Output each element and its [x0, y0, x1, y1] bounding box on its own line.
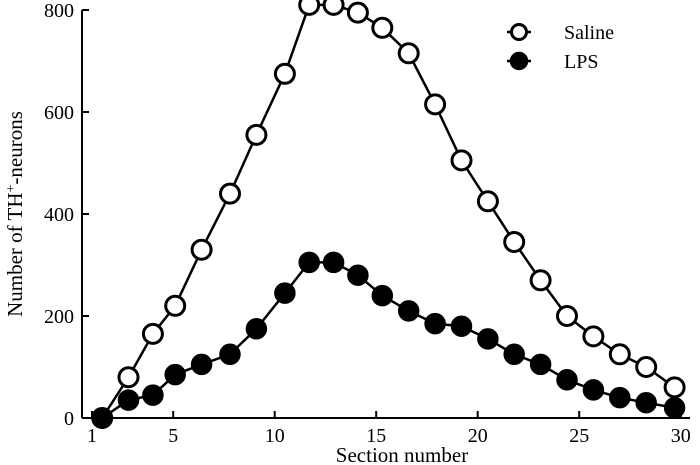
point-lps-15	[477, 328, 499, 350]
x-tick-label-0: 1	[87, 425, 97, 447]
point-saline-16	[503, 231, 526, 253]
y-tick-label-0: 0	[64, 408, 74, 430]
point-lps-4	[190, 353, 213, 376]
legend-saline-label: Saline	[564, 22, 614, 44]
point-saline-6	[245, 123, 268, 146]
y-tick-label-3: 600	[44, 102, 74, 124]
x-axis-title: Section number	[336, 443, 468, 465]
y-axis-title-tail: -neurons	[3, 111, 27, 184]
point-saline-11	[371, 16, 394, 39]
point-lps-2	[142, 384, 164, 406]
point-lps-17	[529, 353, 552, 376]
legend-saline-marker	[510, 23, 528, 41]
point-lps-20	[609, 386, 631, 409]
x-tick-label-5: 25	[569, 425, 589, 447]
point-saline-7	[273, 62, 296, 85]
point-saline-9	[322, 0, 345, 16]
point-lps-19	[582, 379, 605, 401]
point-lps-8	[298, 251, 320, 274]
point-lps-5	[219, 343, 241, 366]
point-lps-10	[347, 264, 369, 286]
legend-lps-label: LPS	[564, 51, 598, 73]
point-lps-16	[503, 343, 525, 366]
point-lps-13	[424, 312, 446, 335]
point-saline-10	[346, 1, 369, 24]
point-lps-18	[556, 369, 578, 391]
point-saline-1	[117, 366, 140, 389]
y-tick-label-4: 800	[44, 0, 74, 22]
x-tick-label-3: 15	[366, 425, 386, 447]
x-tick-label-1: 5	[168, 425, 178, 447]
point-saline-3	[164, 294, 187, 317]
legend-item-lps: LPS	[507, 51, 598, 73]
point-lps-11	[371, 284, 394, 307]
y-axis-title: Number of TH+-neurons	[3, 111, 27, 317]
point-saline-18	[556, 305, 578, 327]
point-lps-1	[117, 389, 140, 411]
point-saline-20	[608, 343, 631, 366]
point-saline-21	[635, 356, 658, 378]
point-saline-13	[424, 93, 447, 116]
legend-item-saline: Saline	[507, 22, 614, 44]
y-axis-title-main: Number of TH	[3, 192, 27, 316]
point-lps-9	[322, 251, 345, 274]
x-tick-label-2: 10	[265, 425, 285, 447]
legend: Saline LPS	[507, 22, 614, 73]
point-lps-22	[663, 397, 686, 419]
y-tick-label-1: 200	[44, 306, 74, 328]
point-lps-6	[245, 318, 268, 340]
axes-group	[81, 10, 690, 419]
point-saline-22	[663, 376, 686, 399]
series-group	[91, 0, 686, 429]
point-lps-0	[91, 407, 113, 429]
point-lps-7	[274, 282, 296, 304]
y-tick-label-2: 400	[44, 204, 74, 226]
point-saline-8	[298, 0, 321, 16]
point-saline-12	[397, 42, 420, 65]
x-tick-label-4: 20	[468, 425, 488, 447]
point-saline-4	[190, 238, 213, 261]
legend-lps-marker	[509, 51, 529, 71]
point-saline-5	[219, 182, 241, 205]
point-saline-19	[582, 325, 605, 348]
y-axis-title-superscript: +	[4, 184, 19, 192]
x-tick-label-6: 30	[671, 425, 691, 447]
point-lps-14	[450, 315, 473, 337]
point-lps-21	[635, 391, 657, 414]
point-lps-3	[164, 363, 186, 386]
point-saline-15	[476, 190, 499, 213]
point-saline-17	[529, 269, 552, 292]
point-lps-12	[397, 300, 420, 322]
point-saline-2	[141, 322, 164, 345]
point-saline-14	[450, 149, 473, 172]
